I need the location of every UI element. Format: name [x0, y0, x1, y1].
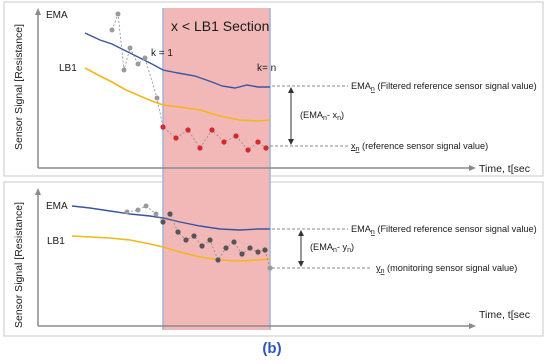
mon-point [215, 257, 221, 263]
top-x-annotation: xn (reference sensor signal value) [351, 141, 488, 153]
top-y-axis-label: Sensor Signal [Resistance] [13, 24, 25, 150]
ref-point [127, 45, 133, 51]
ref-point [135, 61, 141, 67]
bottom-y-annotation: yn (monitoring sensor signal value) [376, 263, 517, 275]
ref-point [221, 139, 227, 145]
ref-point [263, 145, 269, 151]
k-start-label: k = 1 [151, 48, 173, 59]
mon-point [247, 245, 253, 251]
mon-point [262, 247, 268, 253]
section-label: x < LB1 Section [171, 18, 269, 34]
bottom-y-axis-arrow [35, 188, 41, 195]
top-panel: Time, t[sec Sensor Signal [Resistance] E… [13, 8, 537, 175]
top-panel-frame [3, 1, 544, 177]
mon-point [223, 245, 229, 251]
bottom-monitoring-points-section [160, 211, 268, 263]
top-reference-points-before [109, 11, 160, 101]
top-ema-curve [84, 32, 270, 89]
ema-annotation-text: (Filtered reference sensor signal value) [375, 81, 537, 91]
top-diff-arrow-down [288, 139, 294, 145]
bottom-monitoring-points-before [124, 203, 159, 217]
bottom-lb1-label: LB1 [47, 236, 65, 247]
top-ema-label: EMA [46, 10, 68, 21]
ema-n-symbol: EMA [351, 81, 372, 91]
mon-point [183, 237, 189, 243]
top-x-axis-label: Time, t[sec [479, 163, 530, 175]
bottom-panel-frame [3, 181, 544, 337]
mon-point [231, 239, 237, 245]
ref-point [121, 67, 127, 73]
ref-point [160, 124, 166, 130]
ref-point [233, 133, 239, 139]
top-y-axis-arrow [35, 8, 41, 15]
bottom-x-axis-label: Time, t[sec [479, 309, 530, 321]
bottom-y-axis-label: Sensor Signal [Resistance] [13, 202, 25, 328]
ref-point [185, 127, 191, 133]
mon-point [191, 233, 197, 239]
ref-point [245, 147, 251, 153]
ref-point [142, 55, 148, 61]
top-x-axis-arrow [469, 165, 476, 171]
figure-caption: (b) [262, 340, 281, 357]
mon-point-last [267, 265, 273, 271]
bottom-panel: Time, t[sec Sensor Signal [Resistance] E… [13, 188, 537, 329]
mon-point [124, 209, 130, 215]
top-lb1-label: LB1 [59, 63, 77, 74]
ref-point [109, 27, 115, 33]
top-diff-annotation: (EMAn- xn) [300, 110, 344, 122]
mon-point [153, 211, 159, 217]
top-signal-trace [111, 13, 267, 151]
bottom-ema-annotation: EMAn (Filtered reference sensor signal v… [351, 224, 537, 236]
section-highlight [163, 8, 270, 330]
ref-point [209, 127, 215, 133]
ref-point [115, 11, 121, 17]
bottom-diff-arrow-down [298, 261, 304, 267]
top-diff-arrow-up [288, 87, 294, 93]
bottom-ema-label: EMA [46, 201, 68, 212]
top-ema-annotation: EMAn (Filtered reference sensor signal v… [351, 81, 537, 93]
mon-point [167, 211, 173, 217]
bottom-x-axis-arrow [469, 323, 476, 329]
mon-point [160, 219, 166, 225]
k-end-label: k= n [257, 63, 276, 74]
ema-n-subscript: n [371, 86, 375, 93]
bottom-diff-annotation: (EMAn- yn) [310, 242, 354, 254]
mon-point [135, 207, 141, 213]
ref-point [173, 135, 179, 141]
mon-point [143, 203, 149, 209]
mon-point [255, 249, 261, 255]
ref-point [255, 139, 261, 145]
bottom-lb1-curve [71, 235, 271, 262]
mon-point [207, 237, 213, 243]
bottom-diff-arrow-up [298, 230, 304, 236]
mon-point [199, 243, 205, 249]
bottom-ema-curve [71, 205, 270, 231]
top-reference-points-section [160, 124, 269, 153]
mon-point [239, 251, 245, 257]
mon-point [175, 229, 181, 235]
ref-point [154, 95, 160, 101]
top-lb1-curve [84, 67, 271, 122]
ref-point [197, 145, 203, 151]
